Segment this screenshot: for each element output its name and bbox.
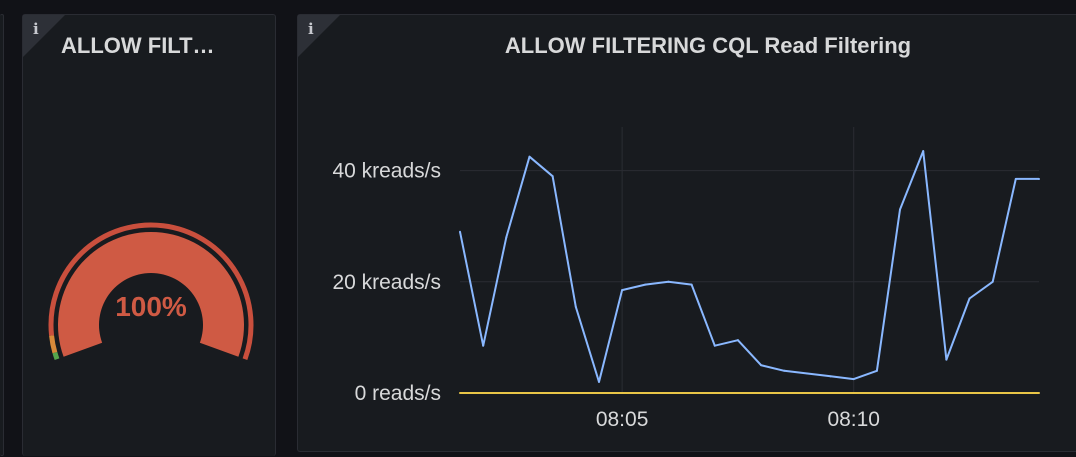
panel-info-corner[interactable] (23, 15, 65, 57)
data-point (852, 378, 855, 381)
data-point (690, 283, 693, 286)
gauge-value-arc (57, 231, 245, 357)
gauge-panel: i ALLOW FILT… 100% (22, 14, 276, 456)
data-point (597, 380, 600, 383)
data-point (991, 280, 994, 283)
data-point (551, 175, 554, 178)
gauge: 100% (48, 222, 254, 361)
data-point (922, 150, 925, 153)
x-tick-label: 08:10 (827, 408, 880, 431)
data-point (783, 369, 786, 372)
y-tick-label: 20 kreads/s (332, 271, 441, 294)
data-point (644, 283, 647, 286)
data-point (1014, 177, 1017, 180)
data-point (899, 208, 902, 211)
y-tick-label: 40 kreads/s (332, 160, 441, 183)
gauge-threshold-red (48, 222, 254, 361)
data-point (528, 155, 531, 158)
data-point (760, 364, 763, 367)
data-point (1038, 392, 1040, 394)
graph-panel: i ALLOW FILTERING CQL Read Filtering 0 r… (297, 14, 1076, 452)
data-point (806, 372, 809, 375)
series-line-0[interactable] (459, 150, 1039, 383)
info-icon[interactable]: i (33, 20, 39, 38)
time-series-chart[interactable]: 0 reads/s 20 kreads/s 40 kreads/s 08:05 08:1… (298, 15, 1076, 439)
gauge-value: 100% (115, 291, 187, 322)
x-tick-label: 08:05 (596, 408, 649, 431)
data-point (875, 369, 878, 372)
gauge-threshold-green (52, 351, 60, 361)
panel-title[interactable]: ALLOW FILTERING CQL Read Filtering (504, 33, 912, 58)
data-point (459, 230, 461, 233)
data-point (482, 344, 485, 347)
data-point (968, 297, 971, 300)
adjacent-panel-edge (0, 14, 4, 456)
data-point (505, 236, 508, 239)
data-point (736, 339, 739, 342)
data-point (945, 358, 948, 361)
panel-title[interactable]: ALLOW FILT… (61, 33, 215, 58)
data-point (459, 392, 461, 394)
data-point (621, 289, 624, 292)
info-icon[interactable]: i (308, 20, 314, 38)
data-point (667, 280, 670, 283)
panel-info-corner[interactable] (298, 15, 340, 57)
y-tick-label: 0 reads/s (355, 382, 441, 405)
data-point (1038, 177, 1040, 180)
data-point (713, 344, 716, 347)
data-point (829, 375, 832, 378)
data-point (574, 305, 577, 308)
gauge-threshold-orange (49, 335, 58, 354)
